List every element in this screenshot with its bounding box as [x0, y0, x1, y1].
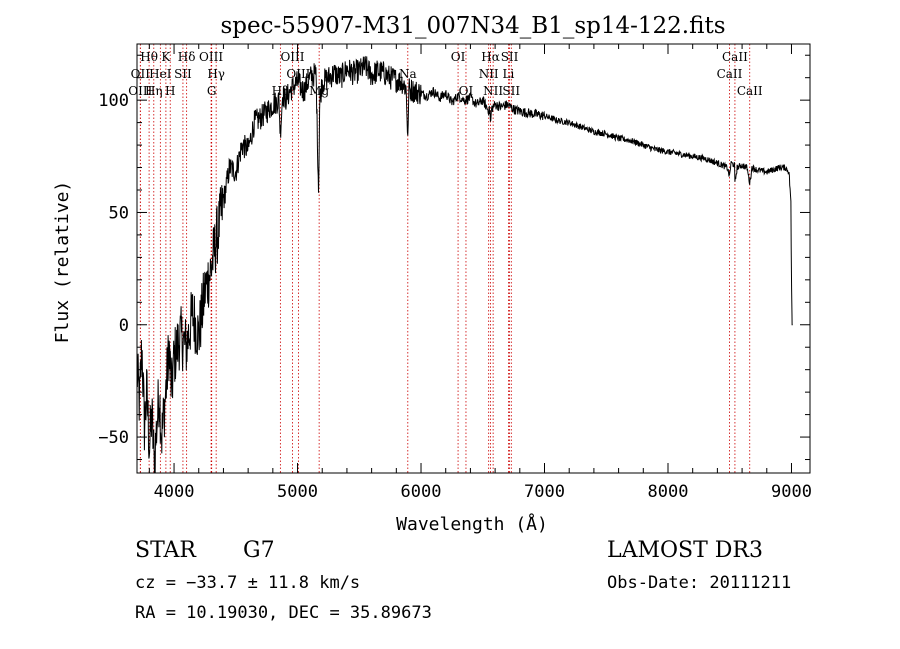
spectral-line-label: OIII [199, 50, 223, 64]
x-tick-label: 4000 [154, 482, 195, 502]
coordinates: RA = 10.19030, DEC = 35.89673 [135, 603, 432, 623]
x-tick-label: 5000 [277, 482, 318, 502]
spectral-line-label: HeI [149, 67, 172, 81]
object-class: STAR [135, 538, 196, 563]
spectral-line-label: H [165, 84, 175, 98]
redshift-velocity: cz = −33.7 ± 11.8 km/s [135, 573, 361, 593]
plot-frame [136, 43, 811, 474]
x-tick-label: 8000 [648, 482, 689, 502]
spectral-line-label: OI [451, 50, 466, 64]
spectral-line-markers [139, 44, 751, 473]
spectral-line-label: Hα [481, 50, 500, 64]
spectral-line-label: Hδ [178, 50, 196, 64]
spectral-line-label: Na [399, 67, 417, 81]
object-subclass: G7 [243, 538, 275, 563]
spectral-line-label: OII [131, 67, 151, 81]
y-tick-label: 0 [119, 316, 129, 336]
spectral-line-label: CaII [737, 84, 763, 98]
spectral-line-label: SII [174, 67, 192, 81]
spectrum-line [136, 55, 793, 474]
y-tick-label: −50 [98, 428, 129, 448]
spectral-line-label: SII [501, 50, 519, 64]
x-tick-label: 9000 [771, 482, 812, 502]
x-tick-label: 7000 [524, 482, 565, 502]
spectral-line-label: Hγ [207, 67, 225, 81]
spectral-line-label: OIII [286, 67, 310, 81]
y-axis-ticks: −50 0 50 100 [98, 54, 810, 461]
spectral-line-label: Li [503, 67, 515, 81]
spectral-line-label: NII [483, 84, 503, 98]
spectral-line-label: NII [479, 67, 499, 81]
spectral-line-label: CaII [722, 50, 748, 64]
spectral-line-label: CaII [717, 67, 743, 81]
spectral-line-label: Hη [145, 84, 163, 98]
spectral-line-label: OIII [280, 50, 304, 64]
x-axis-label: Wavelength (Å) [396, 513, 548, 535]
chart-title: spec-55907-M31_007N34_B1_sp14-122.fits [220, 13, 725, 39]
survey-name: LAMOST DR3 [607, 538, 763, 563]
spectral-line-label: SII [502, 84, 520, 98]
x-tick-label: 6000 [401, 482, 442, 502]
y-axis-label: Flux (relative) [52, 181, 73, 344]
spectral-line-label: G [207, 84, 217, 98]
spectral-line-label: Hθ [140, 50, 158, 64]
y-tick-label: 50 [109, 203, 129, 223]
x-axis-ticks: 4000 5000 6000 7000 8000 9000 [148, 44, 812, 502]
spectral-line-label: OIII [128, 84, 152, 98]
y-tick-label: 100 [98, 91, 129, 111]
observation-date: Obs-Date: 20111211 [607, 573, 792, 593]
spectral-line-label: K [161, 50, 171, 64]
